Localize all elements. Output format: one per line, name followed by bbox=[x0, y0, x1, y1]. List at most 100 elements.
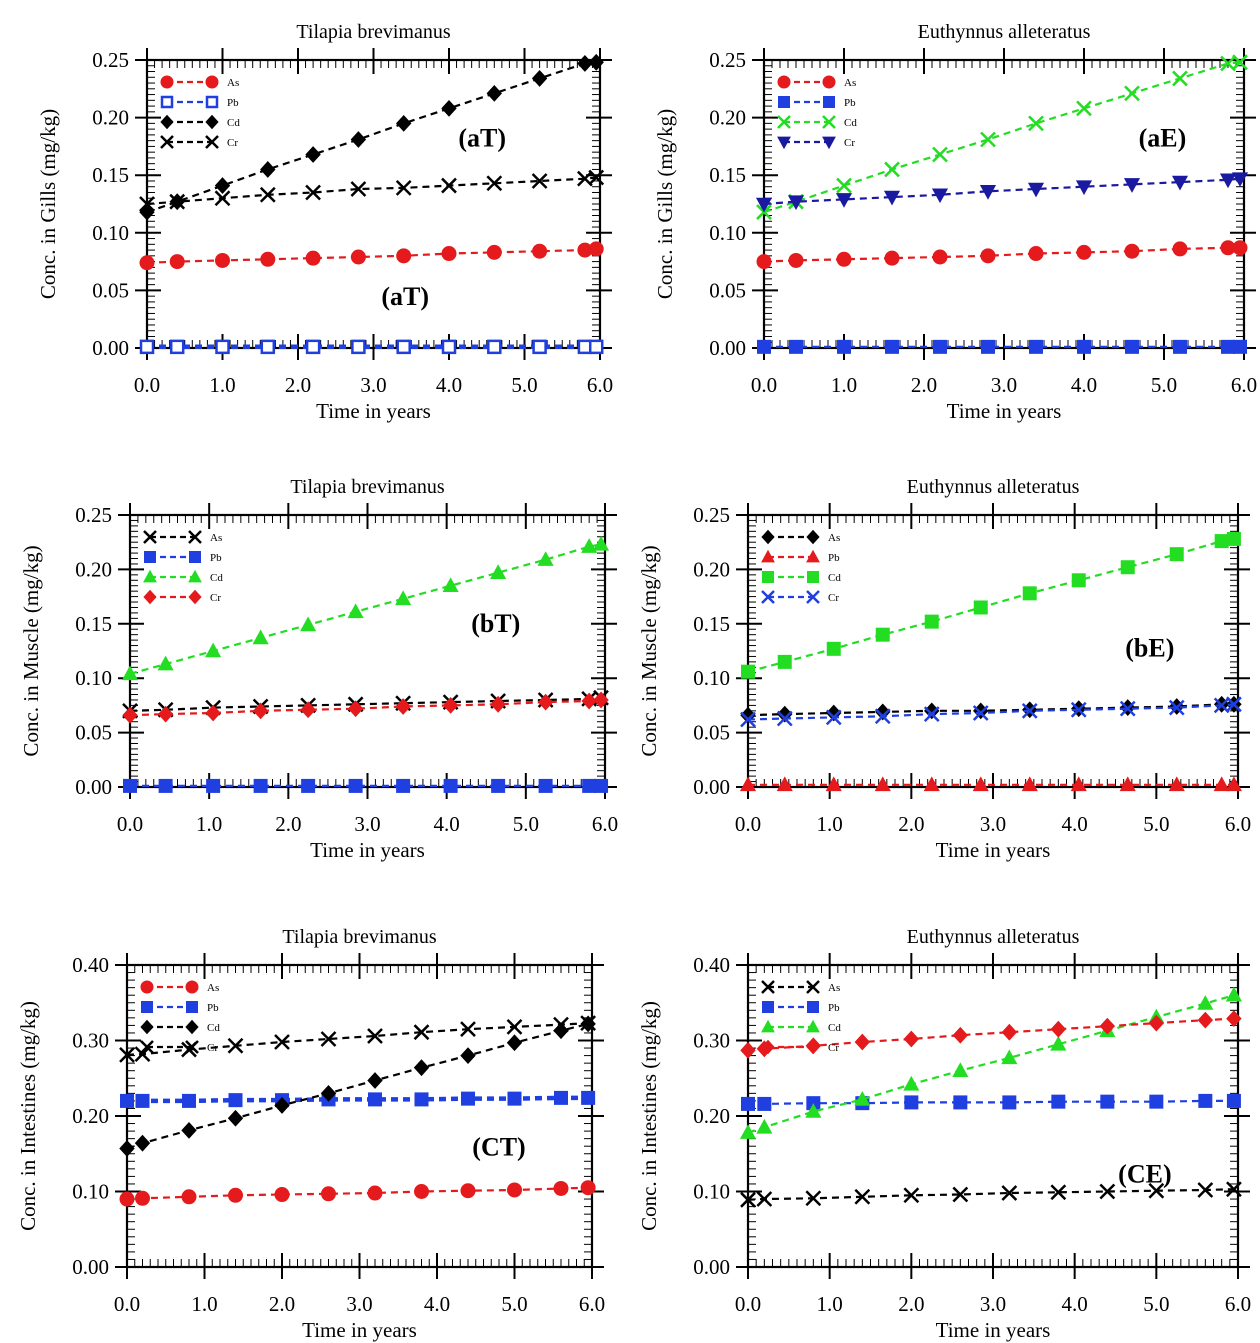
data-point-cr bbox=[347, 700, 364, 718]
data-point-as bbox=[260, 251, 276, 267]
series-line-as bbox=[129, 696, 602, 712]
data-point-cr bbox=[952, 1026, 969, 1044]
data-point-cd bbox=[588, 53, 604, 71]
x-tick-label: 3.0 bbox=[354, 812, 380, 836]
data-point-cr bbox=[119, 1046, 135, 1063]
x-tick-label: 2.0 bbox=[898, 1292, 924, 1316]
data-point-as bbox=[580, 1180, 596, 1196]
data-point-cd bbox=[460, 1047, 476, 1064]
data-point-cd bbox=[139, 203, 155, 221]
data-point-cd bbox=[486, 85, 502, 102]
data-point-cd bbox=[581, 538, 598, 553]
data-point-pb bbox=[215, 339, 230, 355]
legend-marker bbox=[778, 96, 790, 108]
data-point-cr bbox=[531, 173, 548, 189]
x-tick-label: 3.0 bbox=[346, 1292, 372, 1316]
series-line-cr bbox=[146, 176, 597, 206]
legend-marker bbox=[761, 980, 775, 994]
legend-marker bbox=[777, 75, 791, 89]
data-point-pb bbox=[487, 339, 502, 355]
chart-title: Euthynnus alleteratus bbox=[907, 926, 1080, 948]
data-point-cr bbox=[134, 1046, 151, 1062]
data-point-pb bbox=[874, 776, 891, 792]
series-pb bbox=[120, 1090, 596, 1108]
data-point-pb bbox=[139, 339, 155, 355]
data-point-cr bbox=[259, 186, 276, 203]
y-tick-label: 0.15 bbox=[75, 612, 112, 636]
data-point-as bbox=[414, 1184, 429, 1199]
x-tick-label: 4.0 bbox=[1071, 373, 1097, 397]
data-point-as bbox=[884, 250, 900, 266]
data-point-pb bbox=[120, 1093, 134, 1108]
legend-marker bbox=[806, 980, 820, 994]
data-point-cd bbox=[350, 131, 367, 148]
y-axis-title: Conc. in Gills (mg/kg) bbox=[36, 109, 60, 299]
data-point-cd bbox=[320, 1084, 337, 1102]
data-point-pb bbox=[981, 339, 995, 354]
series-cd bbox=[121, 535, 610, 681]
data-point-cd bbox=[952, 1062, 969, 1077]
data-point-as bbox=[980, 248, 996, 264]
legend-marker bbox=[761, 1039, 775, 1055]
data-point-pb bbox=[532, 339, 547, 355]
series-as bbox=[119, 1180, 596, 1207]
data-point-cd bbox=[121, 665, 139, 681]
data-point-cr bbox=[320, 1031, 337, 1047]
data-point-as bbox=[1076, 244, 1092, 260]
data-point-cr bbox=[1050, 1020, 1067, 1038]
series-cd bbox=[119, 1015, 596, 1157]
plot-frame bbox=[762, 58, 1246, 350]
series-cr bbox=[740, 696, 1242, 728]
data-point-cr bbox=[1148, 1014, 1165, 1032]
legend: As Pb Cd Cr bbox=[143, 530, 223, 605]
y-axis-title: Conc. in Intestines (mg/kg) bbox=[16, 1001, 40, 1231]
data-point-as bbox=[854, 1188, 871, 1205]
data-point-pb bbox=[305, 339, 321, 355]
legend-label: Pb bbox=[210, 552, 222, 564]
data-point-cd bbox=[756, 1118, 773, 1134]
data-point-cd bbox=[1120, 560, 1135, 575]
data-point-cr bbox=[740, 711, 756, 728]
y-axis-title: Conc. in Muscle (mg/kg) bbox=[637, 545, 661, 756]
data-point-cr bbox=[1231, 172, 1249, 188]
x-tick-label: 2.0 bbox=[275, 812, 301, 836]
data-point-pb bbox=[1221, 339, 1235, 354]
data-point-cd bbox=[396, 114, 412, 132]
data-point-pb bbox=[825, 776, 842, 792]
data-point-as bbox=[441, 246, 457, 262]
legend-marker bbox=[160, 114, 174, 130]
y-tick-label: 0.40 bbox=[72, 953, 109, 977]
x-tick-label: 2.0 bbox=[285, 373, 311, 397]
series-line-cd bbox=[126, 1022, 589, 1150]
legend-marker bbox=[160, 135, 174, 149]
x-tick-label: 0.0 bbox=[735, 812, 761, 836]
y-tick-label: 0.00 bbox=[693, 1255, 730, 1279]
legend-marker bbox=[140, 1040, 154, 1054]
data-point-cr bbox=[490, 695, 506, 713]
y-tick-label: 0.00 bbox=[72, 1255, 109, 1279]
data-point-pb bbox=[260, 339, 276, 355]
data-point-as bbox=[788, 252, 804, 268]
x-tick-label: 0.0 bbox=[134, 373, 160, 397]
data-point-as bbox=[553, 1180, 569, 1196]
data-point-cr bbox=[486, 175, 503, 192]
data-point-cr bbox=[214, 190, 231, 207]
data-point-as bbox=[1148, 1182, 1165, 1199]
data-point-pb bbox=[1021, 776, 1038, 792]
series-pb bbox=[757, 339, 1247, 354]
legend-label: As bbox=[828, 982, 840, 994]
data-point-cd bbox=[441, 99, 457, 117]
data-point-cr bbox=[227, 1037, 244, 1054]
data-point-pb bbox=[789, 339, 803, 354]
data-point-pb bbox=[461, 1091, 475, 1106]
data-point-cr bbox=[740, 1041, 756, 1059]
data-point-cd bbox=[1076, 100, 1092, 117]
data-point-cd bbox=[932, 146, 948, 163]
y-tick-label: 0.15 bbox=[709, 163, 746, 187]
x-tick-label: 1.0 bbox=[209, 373, 235, 397]
data-point-as bbox=[1001, 1185, 1018, 1201]
y-tick-label: 0.00 bbox=[693, 775, 730, 799]
legend-label: Cr bbox=[828, 1042, 839, 1054]
legend-label: Cd bbox=[227, 117, 240, 129]
